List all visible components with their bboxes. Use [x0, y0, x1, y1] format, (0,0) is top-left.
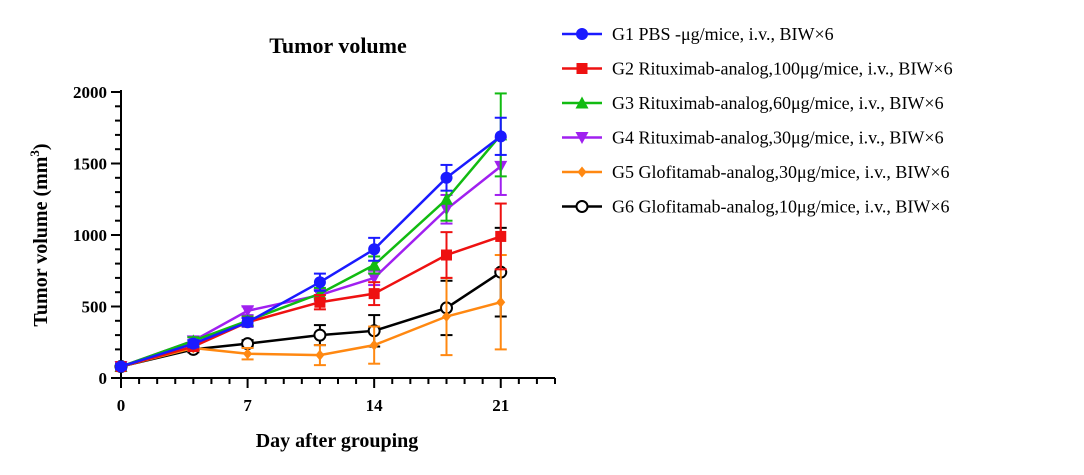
y-axis-title: Tumor volume (mm3)	[27, 143, 52, 326]
data-point	[313, 276, 326, 289]
legend-item: G3 Rituximab-analog,60μg/mice, i.v., BIW…	[562, 93, 944, 113]
x-tick-label: 21	[492, 396, 509, 415]
legend: G1 PBS -μg/mice, i.v., BIW×6 G2 Rituximab…	[562, 24, 953, 217]
legend-label: G6 Glofitamab-analog,10μg/mice, i.v., BI…	[612, 197, 950, 217]
data-point	[496, 296, 506, 308]
data-point	[187, 337, 200, 350]
legend-label: G1 PBS -μg/mice, i.v., BIW×6	[612, 24, 834, 44]
legend-label: G4 Rituximab-analog,30μg/mice, i.v., BIW…	[612, 128, 944, 148]
y-tick-label: 1500	[73, 155, 107, 174]
x-axis-title: Day after grouping	[256, 430, 419, 452]
data-point	[367, 272, 381, 285]
data-point	[441, 249, 452, 261]
x-tick-label: 0	[117, 396, 126, 415]
legend-label: G2 Rituximab-analog,100μg/mice, i.v., BI…	[612, 59, 953, 79]
y-axis-title-superscript: 3	[27, 150, 42, 157]
legend-item: G6 Glofitamab-analog,10μg/mice, i.v., BI…	[562, 197, 950, 217]
data-point	[442, 311, 451, 323]
axes: 0 7 14 21 0 500 1000 1500 2000	[73, 83, 556, 415]
data-point	[495, 230, 507, 242]
data-point	[494, 130, 507, 143]
data-point	[314, 296, 326, 308]
data-point	[313, 287, 327, 300]
data-point	[440, 171, 453, 184]
data-point	[368, 288, 380, 300]
data-point	[241, 316, 254, 329]
data-point	[577, 166, 587, 178]
data-point	[576, 63, 588, 74]
data-point	[575, 200, 589, 213]
x-tick-label: 7	[243, 396, 252, 415]
data-point	[115, 360, 127, 373]
legend-item: G4 Rituximab-analog,30μg/mice, i.v., BIW…	[562, 128, 944, 148]
data-point	[575, 96, 589, 109]
data-point	[369, 339, 379, 351]
data-point	[243, 348, 253, 360]
data-point	[241, 305, 255, 318]
series-layer	[114, 92, 508, 374]
legend-item: G2 Rituximab-analog,100μg/mice, i.v., BI…	[562, 59, 953, 79]
x-tick-label: 14	[366, 396, 384, 415]
chart-title: Tumor volume	[269, 33, 407, 58]
series-group	[115, 116, 507, 373]
data-point	[575, 132, 589, 144]
data-point	[315, 349, 325, 361]
data-point	[576, 28, 588, 40]
legend-item: G5 Glofitamab-analog,30μg/mice, i.v., BI…	[562, 162, 950, 182]
y-tick-label: 0	[99, 369, 108, 388]
y-tick-label: 2000	[73, 83, 107, 102]
y-tick-label: 500	[82, 298, 108, 317]
y-axis-title-close: )	[30, 143, 52, 150]
legend-label: G3 Rituximab-analog,60μg/mice, i.v., BIW…	[612, 93, 944, 113]
legend-item: G1 PBS -μg/mice, i.v., BIW×6	[562, 24, 834, 44]
legend-label: G5 Glofitamab-analog,30μg/mice, i.v., BI…	[612, 162, 950, 182]
data-point	[367, 258, 381, 271]
y-tick-label: 1000	[73, 226, 107, 245]
data-point	[440, 192, 453, 205]
y-axis-title-text: Tumor volume (mm	[30, 156, 52, 326]
data-point	[368, 243, 381, 256]
data-point	[313, 328, 327, 342]
